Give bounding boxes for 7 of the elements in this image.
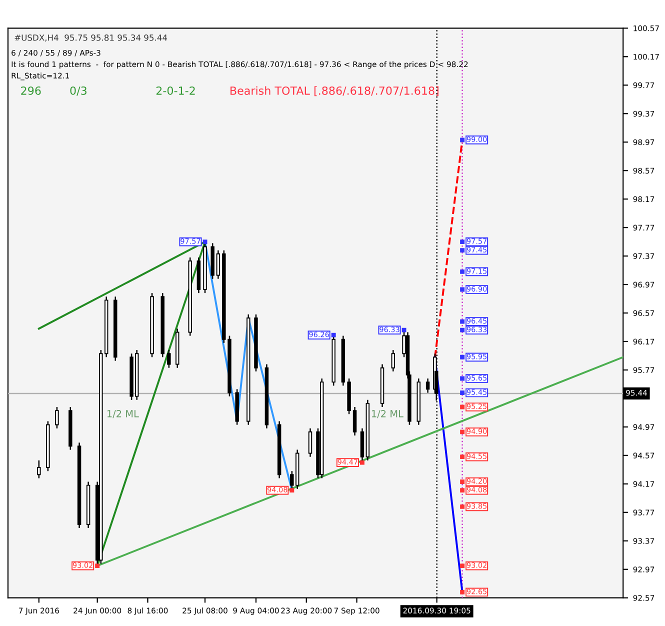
annotation: 1/2 ML xyxy=(372,410,404,418)
annotation: 2-0-1-2 xyxy=(156,86,195,95)
text: #USDX,H4 95.75 95.81 95.34 95.44 xyxy=(14,34,168,42)
annotation: Bearish TOTAL [.886/.618/.707/1.618] xyxy=(230,86,438,96)
annotation: 1/2 ML xyxy=(107,410,139,418)
annotation: 0/3 xyxy=(70,86,86,96)
annotation: 296 xyxy=(21,86,41,95)
